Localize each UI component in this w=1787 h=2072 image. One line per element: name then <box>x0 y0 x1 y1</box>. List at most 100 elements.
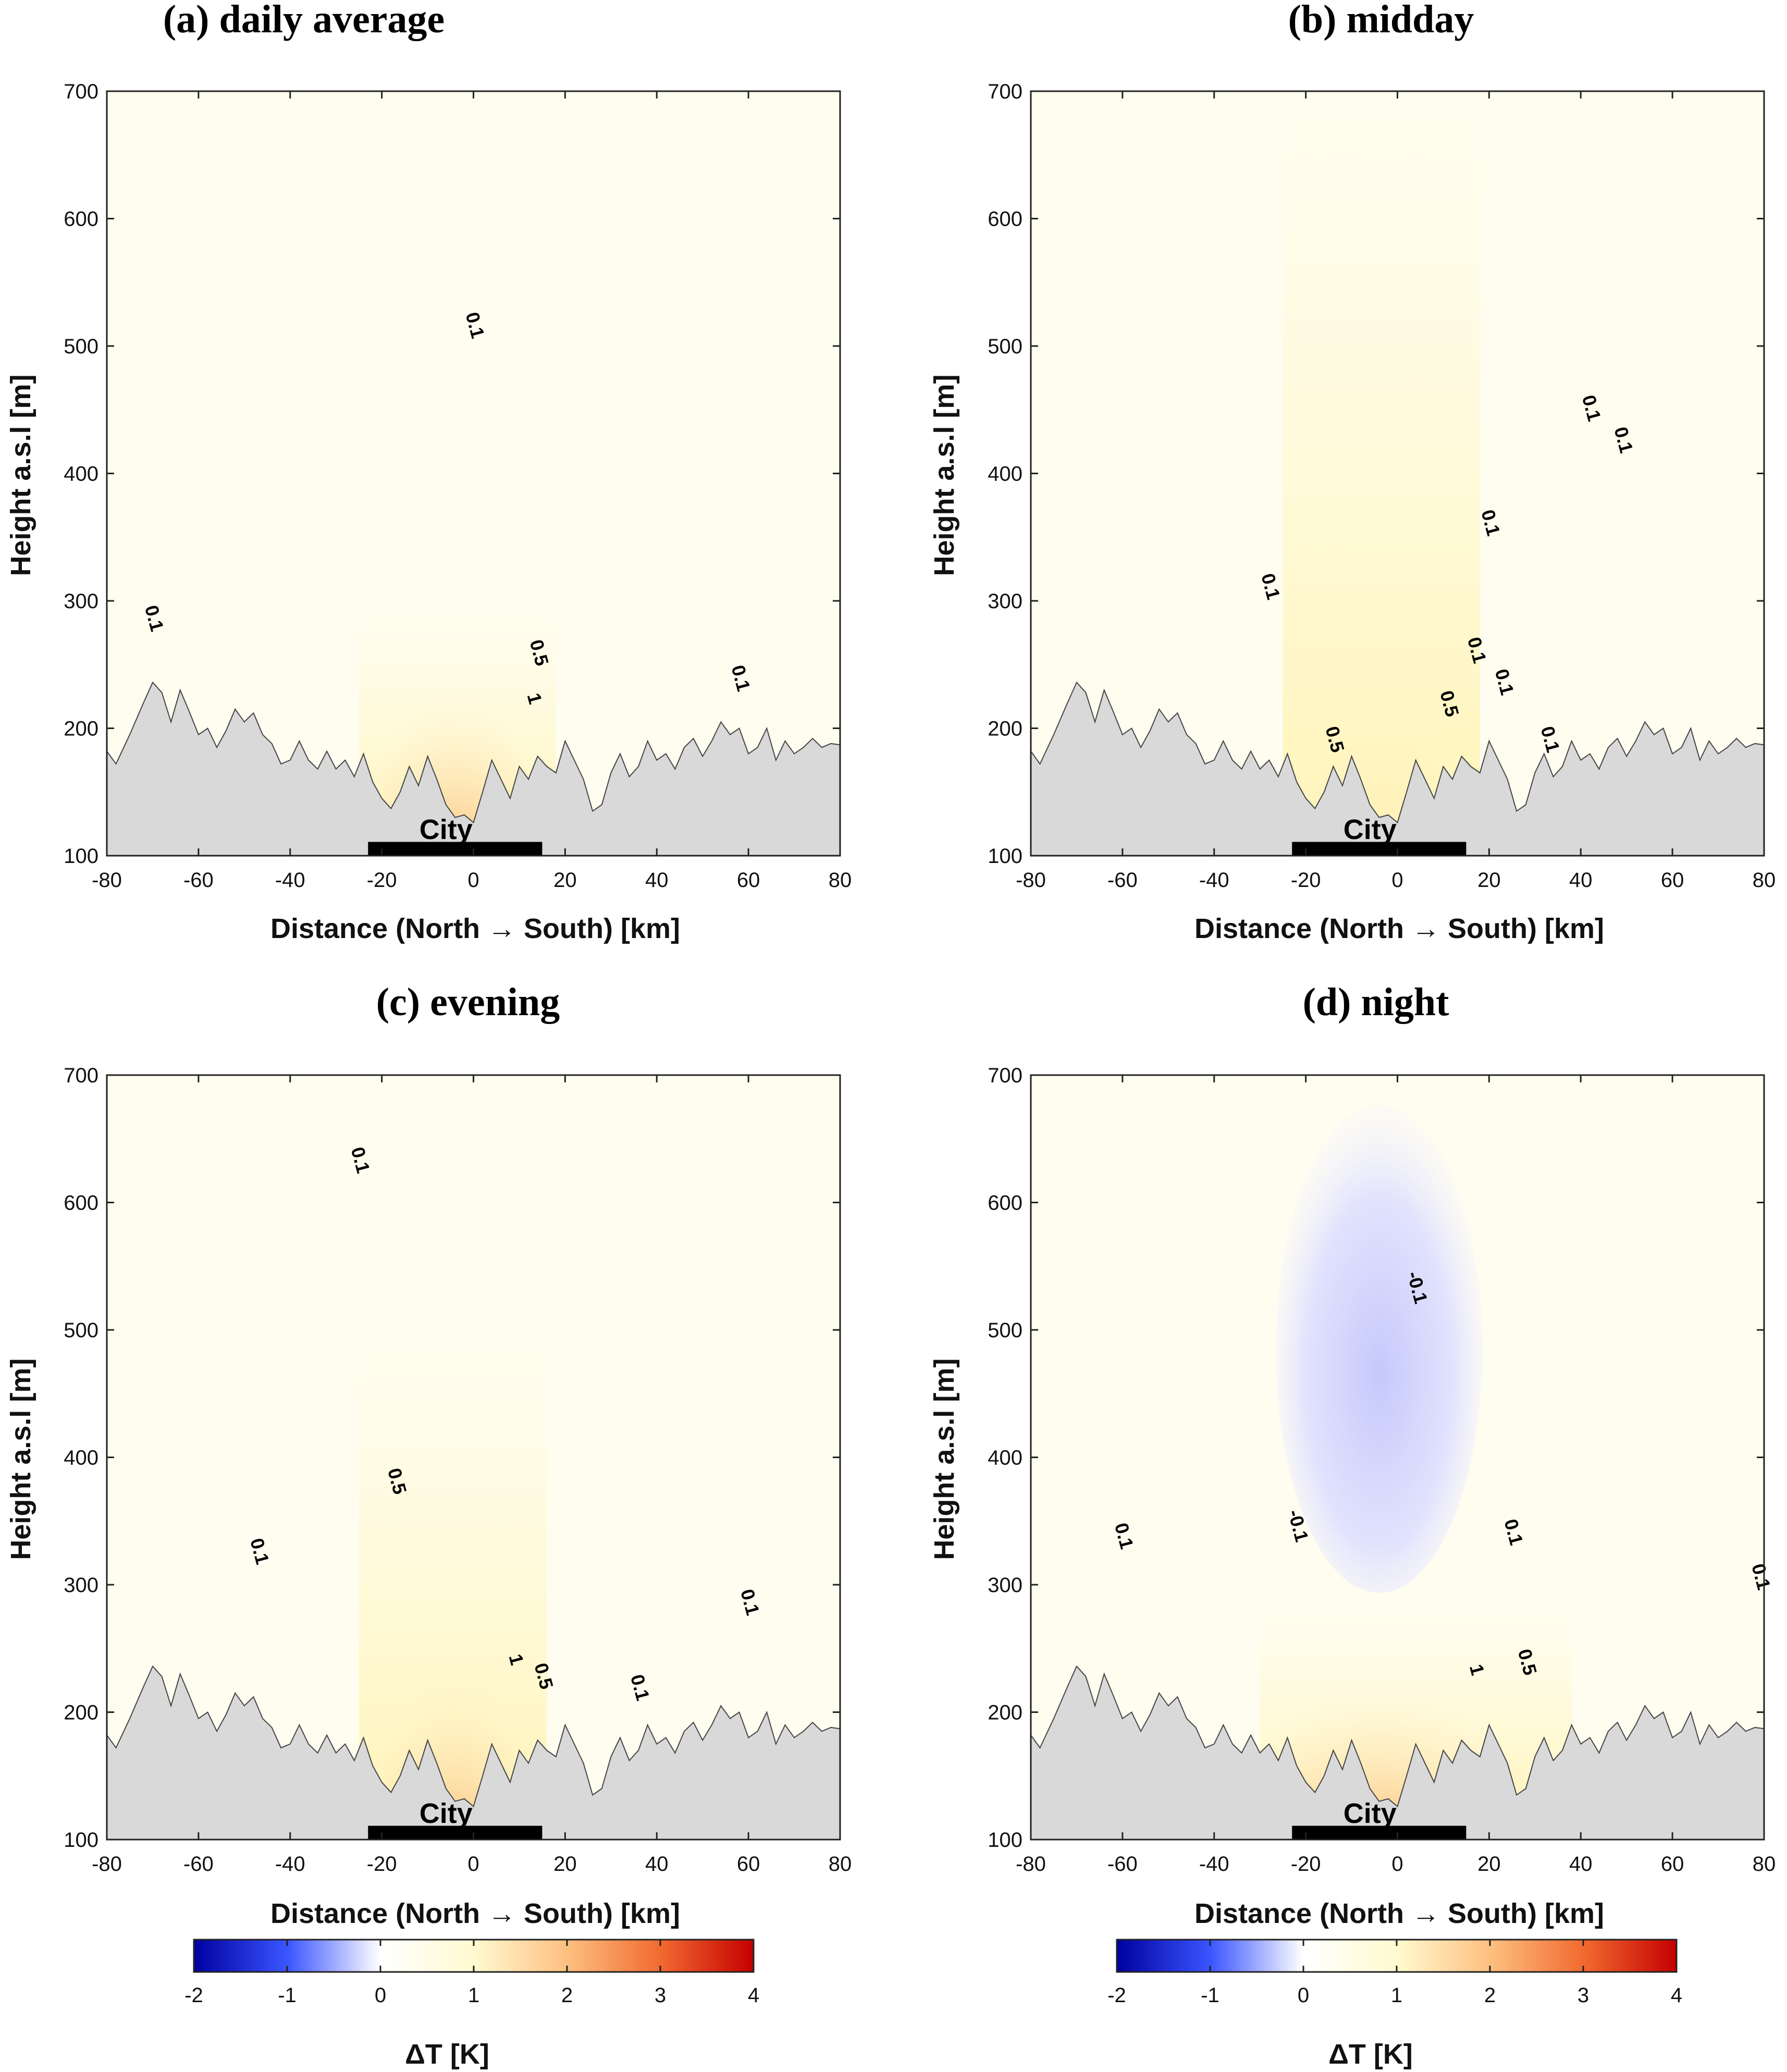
y-tick-label: 300 <box>64 590 98 613</box>
terrain <box>107 681 840 856</box>
y-tick-label: 700 <box>988 1064 1022 1087</box>
x-tick-label: 80 <box>1753 1853 1776 1876</box>
colorbar-tick-label: 4 <box>1671 1984 1682 2007</box>
x-tick-label: 40 <box>645 869 669 892</box>
x-tick-label: -20 <box>1291 869 1321 892</box>
y-tick-label: 300 <box>64 1574 98 1597</box>
y-tick-label: 600 <box>988 1192 1022 1215</box>
colorbar-tick-label: -1 <box>278 1984 297 2007</box>
x-tick-label: -20 <box>1291 1853 1321 1876</box>
y-tick-label: 100 <box>64 1829 98 1852</box>
y-tick-label: 100 <box>64 845 98 868</box>
terrain <box>107 1665 840 1840</box>
y-tick-label: 500 <box>988 335 1022 358</box>
y-tick-label: 100 <box>988 1829 1022 1852</box>
delta-t-field <box>107 559 840 856</box>
panel-title: (d) night <box>1303 980 1449 1024</box>
y-tick-label: 300 <box>988 590 1022 613</box>
y-tick-label: 400 <box>988 1447 1022 1470</box>
colorbar-tick-label: 2 <box>1484 1984 1496 2007</box>
x-tick-label: 20 <box>1477 1853 1501 1876</box>
plot-area: City-0.1-0.10.1 0.10.10.51-80 -60 -40 -20 0 20… <box>988 1064 1776 1876</box>
y-tick-label: 300 <box>988 1574 1022 1597</box>
y-tick-label: 700 <box>988 80 1022 103</box>
x-tick-label: 80 <box>829 869 852 892</box>
city-bar <box>1292 842 1466 856</box>
x-tick-label: 40 <box>1569 1853 1593 1876</box>
x-tick-label: -20 <box>367 869 397 892</box>
x-axis-label: Distance (North → South) [km] <box>270 1898 680 1929</box>
x-axis-label: Distance (North → South) [km] <box>1194 913 1604 944</box>
x-tick-label: -60 <box>1107 1853 1138 1876</box>
colorbar-tick-label: 0 <box>375 1984 386 2007</box>
x-tick-label: 60 <box>737 1853 760 1876</box>
x-tick-label: 20 <box>1477 869 1501 892</box>
y-tick-label: 600 <box>64 208 98 231</box>
colorbar-label: ΔT [K] <box>1328 2039 1413 2070</box>
cool-anomaly <box>1276 1105 1483 1593</box>
x-tick-label: -40 <box>275 1853 305 1876</box>
colorbar-label: ΔT [K] <box>405 2039 489 2070</box>
x-tick-label: -60 <box>183 869 214 892</box>
colorbar-tick-label: 0 <box>1298 1984 1309 2007</box>
panel-midday: (b) midday City0.10.10.10.10.10.10.10.50… <box>929 0 1776 944</box>
y-tick-label: 500 <box>64 1319 98 1342</box>
colorbar-tick-label: 4 <box>748 1984 759 2007</box>
y-tick-label: 500 <box>988 1319 1022 1342</box>
y-tick-label: 600 <box>988 208 1022 231</box>
y-tick-label: 100 <box>988 845 1022 868</box>
x-tick-label: -20 <box>367 1853 397 1876</box>
city-label: City <box>1344 1798 1397 1829</box>
colorbar-tick-label: -2 <box>184 1984 203 2007</box>
x-tick-label: 0 <box>1391 1853 1403 1876</box>
panel-title: (a) daily average <box>163 0 445 41</box>
x-tick-label: -80 <box>1016 1853 1046 1876</box>
x-tick-label: -80 <box>1016 869 1046 892</box>
y-tick-label: 400 <box>988 463 1022 486</box>
y-tick-label: 200 <box>988 1701 1022 1724</box>
x-tick-label: 80 <box>829 1853 852 1876</box>
colorbar-tick-label: 3 <box>1578 1984 1589 2007</box>
x-tick-label: 60 <box>1661 1853 1684 1876</box>
x-tick-label: -40 <box>275 869 305 892</box>
x-tick-label: -60 <box>183 1853 214 1876</box>
x-tick-label: -60 <box>1107 869 1138 892</box>
x-tick-label: 0 <box>467 869 479 892</box>
x-tick-label: -40 <box>1199 1853 1229 1876</box>
colorbar-tick-label: 3 <box>655 1984 666 2007</box>
colorbar-left: ΔT [K] -2 -1 0 1 2 3 4 <box>184 1939 759 2070</box>
city-label: City <box>420 814 473 845</box>
city-label: City <box>1344 814 1397 845</box>
terrain <box>1031 681 1764 856</box>
delta-t-field <box>107 1330 840 1840</box>
delta-t-field <box>1031 1105 1764 1840</box>
colorbar-tick-label: 1 <box>468 1984 479 2007</box>
x-tick-label: -80 <box>92 869 122 892</box>
x-tick-label: 0 <box>467 1853 479 1876</box>
y-tick-label: 200 <box>64 718 98 741</box>
x-tick-label: 80 <box>1753 869 1776 892</box>
y-axis-label: Height a.s.l [m] <box>929 1358 960 1560</box>
panel-title: (c) evening <box>376 980 560 1024</box>
y-axis-label: Height a.s.l [m] <box>929 374 960 576</box>
x-tick-label: 20 <box>553 869 577 892</box>
x-axis-label: Distance (North → South) [km] <box>270 913 680 944</box>
x-tick-label: -40 <box>1199 869 1229 892</box>
colorbar-tick-label: 1 <box>1391 1984 1402 2007</box>
x-tick-label: 60 <box>1661 869 1684 892</box>
x-tick-label: 0 <box>1391 869 1403 892</box>
y-tick-label: 200 <box>988 718 1022 741</box>
colorbar-right: ΔT [K] -2 -1 0 1 2 3 4 <box>1107 1939 1682 2070</box>
terrain <box>1031 1665 1764 1840</box>
y-tick-label: 700 <box>64 1064 98 1087</box>
city-bar <box>1292 1826 1466 1840</box>
city-bar <box>368 1826 543 1840</box>
colorbar-tick-label: -2 <box>1107 1984 1126 2007</box>
y-tick-label: 700 <box>64 80 98 103</box>
